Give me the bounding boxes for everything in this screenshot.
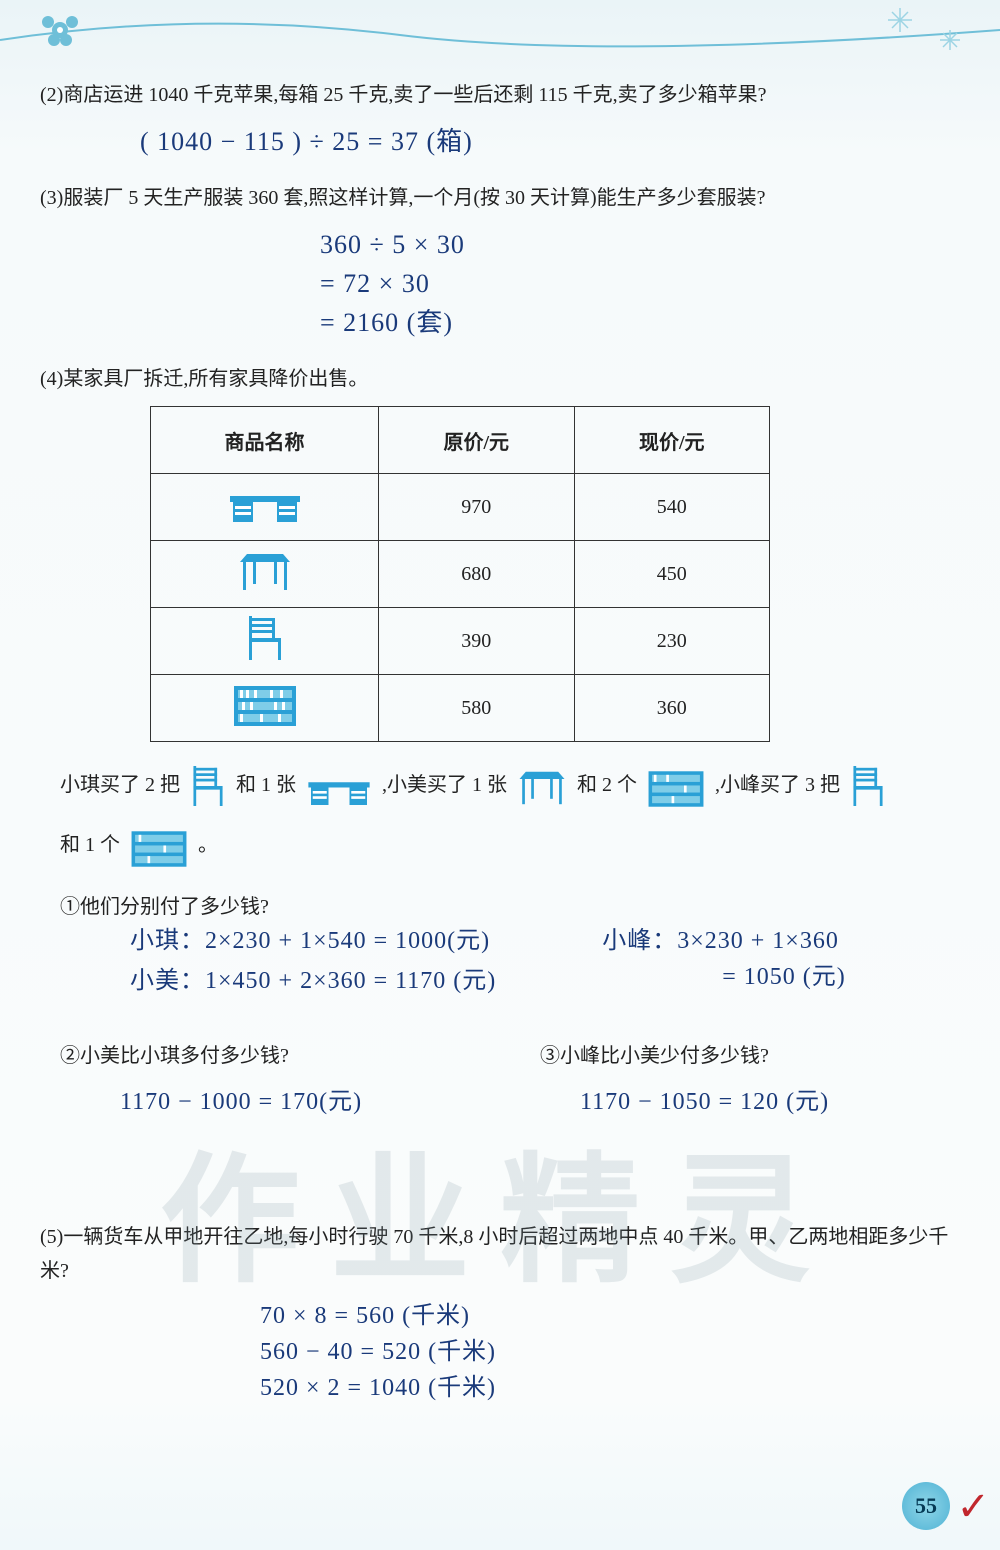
top-border-decoration	[0, 0, 1000, 70]
q1-xiaoqi-work: 小琪：2×230 + 1×540 = 1000(元)	[130, 923, 602, 959]
worksheet-page: (2)商店运进 1040 千克苹果,每箱 25 千克,卖了一些后还剩 115 千…	[0, 0, 1000, 1550]
p3-work-line: = 72 × 30	[320, 264, 960, 303]
problem-4-text: (4)某家具厂拆迁,所有家具降价出售。	[40, 362, 960, 396]
p5-work-line: 560 − 40 = 520 (千米)	[260, 1334, 960, 1370]
story-text: 和 2 个	[577, 761, 637, 809]
subquestion-2: ②小美比小琪多付多少钱?	[60, 1039, 480, 1068]
furniture-price-table: 商品名称 原价/元 现价/元 970 540 680	[150, 406, 770, 742]
desk-icon	[225, 483, 305, 529]
problem-5-work: 70 × 8 = 560 (千米) 560 − 40 = 520 (千米) 52…	[260, 1298, 960, 1406]
table-row: 970 540	[151, 474, 770, 541]
problem-4-story: 小琪买了 2 把 和 1 张 ,小美买了 1 张 和 2 个 ,小峰买了 3 把	[60, 760, 960, 810]
checkmark-icon: ✓	[956, 1484, 990, 1530]
subquestion-1: ①他们分别付了多少钱?	[60, 890, 960, 919]
p5-work-line: 70 × 8 = 560 (千米)	[260, 1298, 960, 1334]
cell-sale: 230	[574, 608, 769, 675]
chair-icon	[225, 615, 305, 661]
problem-4-story-line2: 和 1 个 。	[60, 820, 960, 870]
table-icon	[225, 549, 305, 595]
p3-work-line: 360 ÷ 5 × 30	[320, 225, 960, 264]
story-text: ,小峰买了 3 把	[715, 761, 840, 809]
problem-3-work: 360 ÷ 5 × 30 = 72 × 30 = 2160 (套)	[320, 225, 960, 342]
table-row: 390 230	[151, 608, 770, 675]
problem-5-text: (5)一辆货车从甲地开往乙地,每小时行驶 70 千米,8 小时后超过两地中点 4…	[40, 1220, 960, 1288]
problem-2-text: (2)商店运进 1040 千克苹果,每箱 25 千克,卖了一些后还剩 115 千…	[40, 78, 960, 112]
story-text: 小琪买了 2 把	[60, 761, 180, 809]
story-text: 和 1 张	[236, 761, 296, 809]
q1-xiaofeng-work2: = 1050 (元)	[722, 959, 960, 995]
bookcase-icon	[225, 683, 305, 729]
q3-work: 1170 − 1050 = 120 (元)	[580, 1084, 960, 1120]
story-text: 和 1 个	[60, 821, 120, 869]
p5-work-line: 520 × 2 = 1040 (千米)	[260, 1370, 960, 1406]
story-text: 。	[198, 821, 218, 869]
cell-original: 580	[379, 675, 574, 742]
chair-icon	[848, 760, 888, 810]
col-sale: 现价/元	[574, 407, 769, 474]
desk-icon	[304, 760, 374, 810]
p3-work-line: = 2160 (套)	[320, 303, 960, 342]
cell-original: 970	[379, 474, 574, 541]
table-row: 580 360	[151, 675, 770, 742]
col-name: 商品名称	[151, 407, 379, 474]
bookcase-icon	[128, 820, 190, 870]
table-row: 680 450	[151, 541, 770, 608]
problem-3-text: (3)服装厂 5 天生产服装 360 套,照这样计算,一个月(按 30 天计算)…	[40, 181, 960, 215]
subquestion-3: ③小峰比小美少付多少钱?	[540, 1039, 960, 1068]
page-number-badge: 55	[902, 1482, 950, 1530]
cell-sale: 540	[574, 474, 769, 541]
cell-original: 390	[379, 608, 574, 675]
subquestion-row: ②小美比小琪多付多少钱? 1170 − 1000 = 170(元) ③小峰比小美…	[60, 1039, 960, 1140]
col-original: 原价/元	[379, 407, 574, 474]
bookcase-icon	[645, 760, 707, 810]
problem-2-work: ( 1040 − 115 ) ÷ 25 = 37 (箱)	[140, 122, 960, 161]
table-icon	[515, 760, 569, 810]
table-header-row: 商品名称 原价/元 现价/元	[151, 407, 770, 474]
q2-work: 1170 − 1000 = 170(元)	[120, 1084, 480, 1120]
cell-original: 680	[379, 541, 574, 608]
cell-sale: 450	[574, 541, 769, 608]
cell-sale: 360	[574, 675, 769, 742]
q1-xiaofeng-work: 小峰：3×230 + 1×360	[602, 923, 960, 959]
q1-xiaomei-work: 小美：1×450 + 2×360 = 1170 (元)	[130, 963, 602, 999]
story-text: ,小美买了 1 张	[382, 761, 507, 809]
chair-icon	[188, 760, 228, 810]
